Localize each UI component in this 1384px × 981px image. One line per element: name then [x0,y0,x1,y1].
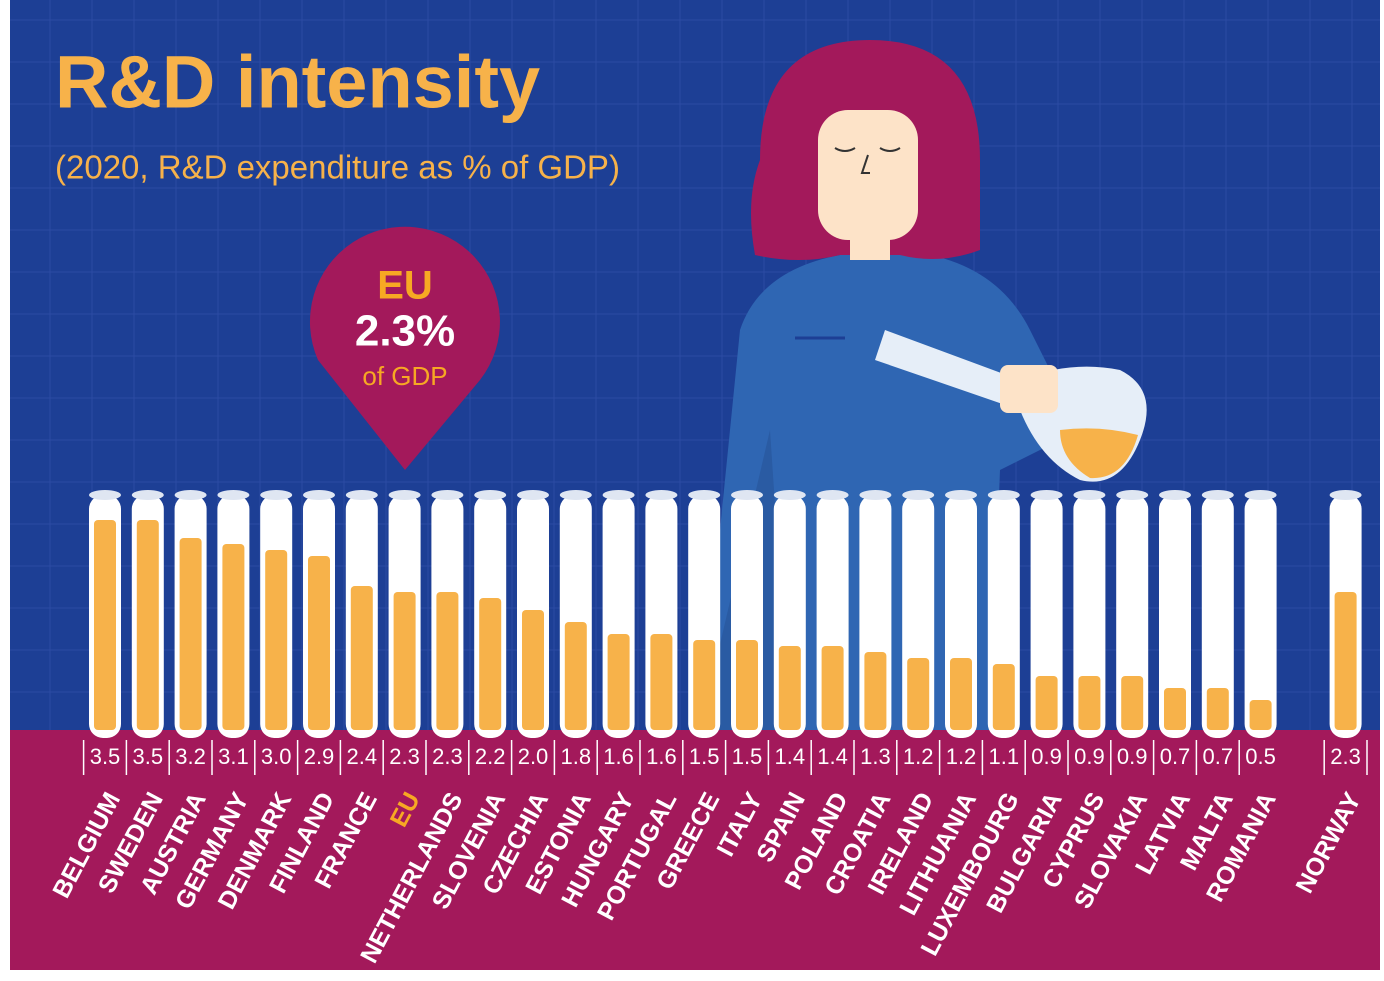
tube-rim [345,490,378,500]
bar [393,592,416,730]
tube-rim [1073,490,1106,500]
value-label: 1.6 [603,744,634,769]
bar [265,550,288,730]
tube-rim [688,490,721,500]
bar [992,664,1015,730]
bar [222,544,245,730]
bar [136,520,159,730]
tube-rim [431,490,464,500]
bar [94,520,116,730]
bar [479,598,502,730]
bar [522,610,544,730]
tube-rim [1116,490,1149,500]
tube-rim [773,490,806,500]
tube-rim [859,490,892,500]
tube-rim [945,490,977,500]
tube-rim [816,490,849,500]
bar [693,640,716,730]
bar [1206,688,1229,730]
value-label: 1.8 [561,744,592,769]
value-label: 3.1 [218,744,249,769]
eu-callout: EU 2.3% of GDP [309,226,500,470]
value-label: 0.7 [1160,744,1191,769]
callout-unit: of GDP [362,361,447,391]
value-label: 1.6 [646,744,677,769]
value-label: 0.5 [1245,744,1276,769]
tube-rim [1159,490,1191,500]
bar [907,658,930,730]
value-label: 1.3 [860,744,891,769]
bar [950,658,972,730]
value-label: 2.2 [475,744,506,769]
value-label: 1.5 [732,744,763,769]
bar [650,634,673,730]
tube-rim [731,490,763,500]
tube-rim [1329,490,1362,500]
tube [1159,495,1191,738]
tube-rim [987,490,1020,500]
tube-rim [260,490,293,500]
tube [1244,495,1277,738]
bar [1121,676,1144,730]
value-label: 3.0 [261,744,292,769]
tube-rim [217,490,250,500]
bar [564,622,587,730]
bar [607,634,630,730]
callout-bubble [309,226,500,470]
bar [1035,676,1058,730]
value-label: 1.2 [946,744,977,769]
value-label: 2.4 [347,744,378,769]
tube-rim [89,490,121,500]
chart-subtitle: (2020, R&D expenditure as % of GDP) [55,149,620,186]
tube [1201,495,1234,738]
value-label: 3.5 [90,744,121,769]
label-panel [10,730,1380,970]
value-label: 0.9 [1117,744,1148,769]
bar [350,586,373,730]
value-label: 1.5 [689,744,720,769]
value-label: 1.4 [775,744,806,769]
value-label: 2.0 [518,744,549,769]
callout-value: 2.3% [355,307,455,356]
bar [778,646,801,730]
value-label: 2.3 [389,744,420,769]
tube-rim [517,490,549,500]
tube-rim [602,490,635,500]
value-label: 0.9 [1031,744,1062,769]
tube-rim [902,490,935,500]
tube-rim [1201,490,1234,500]
bar [179,538,202,730]
tube-rim [174,490,207,500]
callout-label: EU [377,264,433,308]
bar [1078,676,1101,730]
value-label: 2.9 [304,744,335,769]
value-label: 0.7 [1203,744,1234,769]
bar [736,640,758,730]
bar [1249,700,1272,730]
tube-rim [388,490,421,500]
tube-rim [1244,490,1277,500]
bar [436,592,459,730]
tube-rim [559,490,592,500]
value-label: 0.9 [1074,744,1105,769]
tube-rim [1030,490,1063,500]
value-label: 2.3 [432,744,463,769]
value-label: 1.2 [903,744,934,769]
bar [308,556,330,730]
bar [1334,592,1357,730]
bar [821,646,844,730]
value-label: 1.4 [817,744,848,769]
value-label: 2.3 [1330,744,1361,769]
tube-rim [645,490,678,500]
bar [1164,688,1186,730]
value-label: 3.2 [175,744,206,769]
value-label: 3.5 [133,744,164,769]
bar [864,652,887,730]
tube-rim [474,490,507,500]
tube-rim [303,490,335,500]
tube-rim [131,490,164,500]
chart-title: R&D intensity [55,41,540,124]
value-label: 1.1 [989,744,1020,769]
